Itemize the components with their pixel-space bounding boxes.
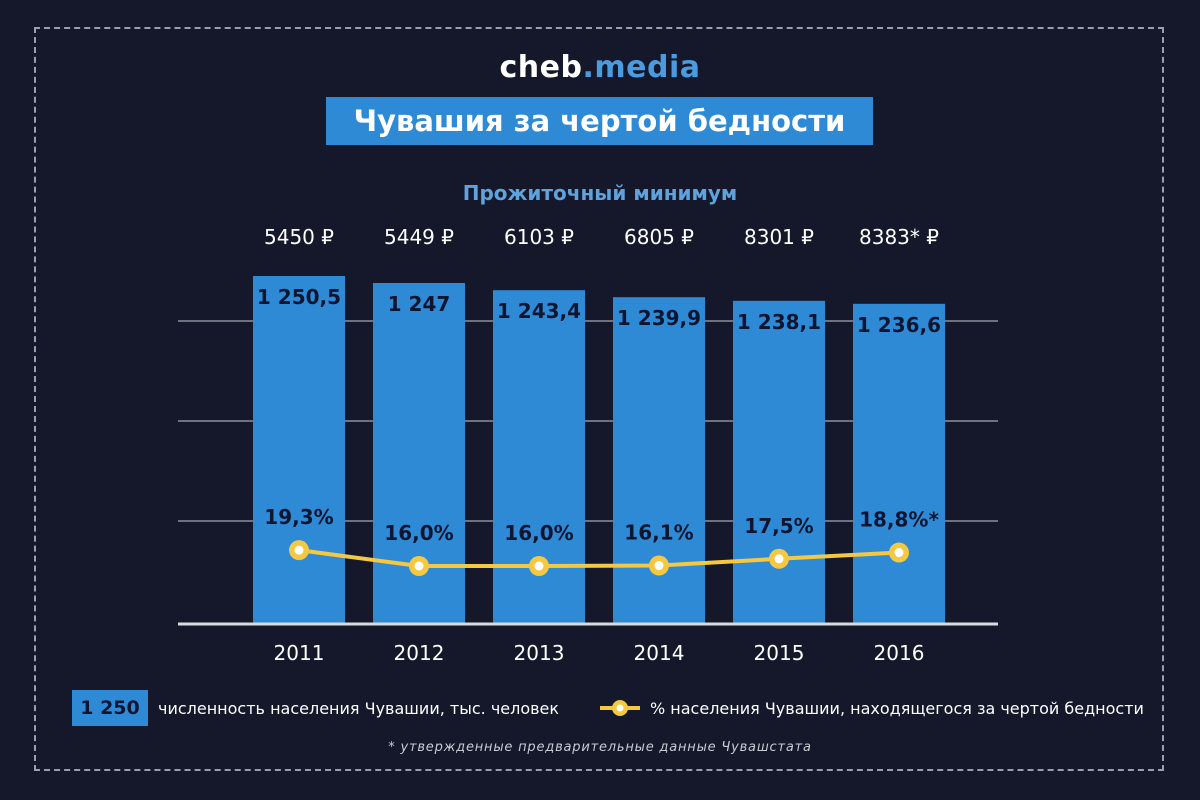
x-tick-label: 2015 xyxy=(754,641,805,665)
poverty-value-label: 18,8%* xyxy=(859,508,939,532)
logo-tld: .media xyxy=(582,50,701,85)
poverty-line xyxy=(298,548,900,568)
x-tick-label: 2014 xyxy=(634,641,685,665)
bar-2011 xyxy=(253,276,345,623)
logo: cheb.media xyxy=(0,50,1200,85)
poverty-point-center xyxy=(654,561,664,571)
poverty-point-center xyxy=(294,545,304,555)
poverty-value-label: 16,1% xyxy=(624,521,693,545)
top-label: 5450 ₽ xyxy=(264,225,334,249)
chart-subtitle: Прожиточный минимум xyxy=(462,181,738,205)
bar-2016 xyxy=(853,303,945,623)
poverty-value-label: 17,5% xyxy=(744,514,813,538)
legend-bar-label: численность населения Чувашии, тыс. чело… xyxy=(158,698,560,718)
footnote: * утвержденные предварительные данные Чу… xyxy=(388,740,812,755)
poverty-point-center xyxy=(414,561,424,571)
legend-line: % населения Чувашии, находящегося за чер… xyxy=(600,690,1144,726)
legend-line-marker xyxy=(600,700,640,716)
legend-bar-swatch: 1 250 xyxy=(72,690,148,726)
top-label: 5449 ₽ xyxy=(384,225,454,249)
top-label: 6805 ₽ xyxy=(624,225,694,249)
top-label: 6103 ₽ xyxy=(504,225,574,249)
bar-value-label: 1 239,9 xyxy=(617,306,701,330)
poverty-point-center xyxy=(774,554,784,564)
top-label: 8383* ₽ xyxy=(859,225,939,249)
poverty-value-label: 19,3% xyxy=(264,505,333,529)
x-tick-label: 2011 xyxy=(274,641,325,665)
bar-value-label: 1 243,4 xyxy=(497,299,581,323)
legend-bars: 1 250 численность населения Чувашии, тыс… xyxy=(72,690,559,726)
x-tick-label: 2013 xyxy=(514,641,565,665)
dashed-frame xyxy=(34,27,1164,771)
x-tick-label: 2016 xyxy=(874,641,925,665)
logo-domain: cheb xyxy=(499,50,583,85)
bar-value-label: 1 238,1 xyxy=(737,310,821,334)
bar-value-label: 1 247 xyxy=(388,292,451,316)
poverty-point-center xyxy=(894,548,904,558)
bar-value-label: 1 236,6 xyxy=(857,313,941,337)
poverty-value-label: 16,0% xyxy=(384,521,453,545)
bar-value-label: 1 250,5 xyxy=(257,285,341,309)
poverty-point-center xyxy=(534,561,544,571)
top-label: 8301 ₽ xyxy=(744,225,814,249)
legend-line-label: % населения Чувашии, находящегося за чер… xyxy=(650,698,1144,718)
title-banner: Чувашия за чертой бедности xyxy=(326,97,873,145)
chart-title: Чувашия за чертой бедности xyxy=(353,104,846,138)
poverty-value-label: 16,0% xyxy=(504,521,573,545)
bar-2015 xyxy=(733,300,825,623)
x-tick-label: 2012 xyxy=(394,641,445,665)
